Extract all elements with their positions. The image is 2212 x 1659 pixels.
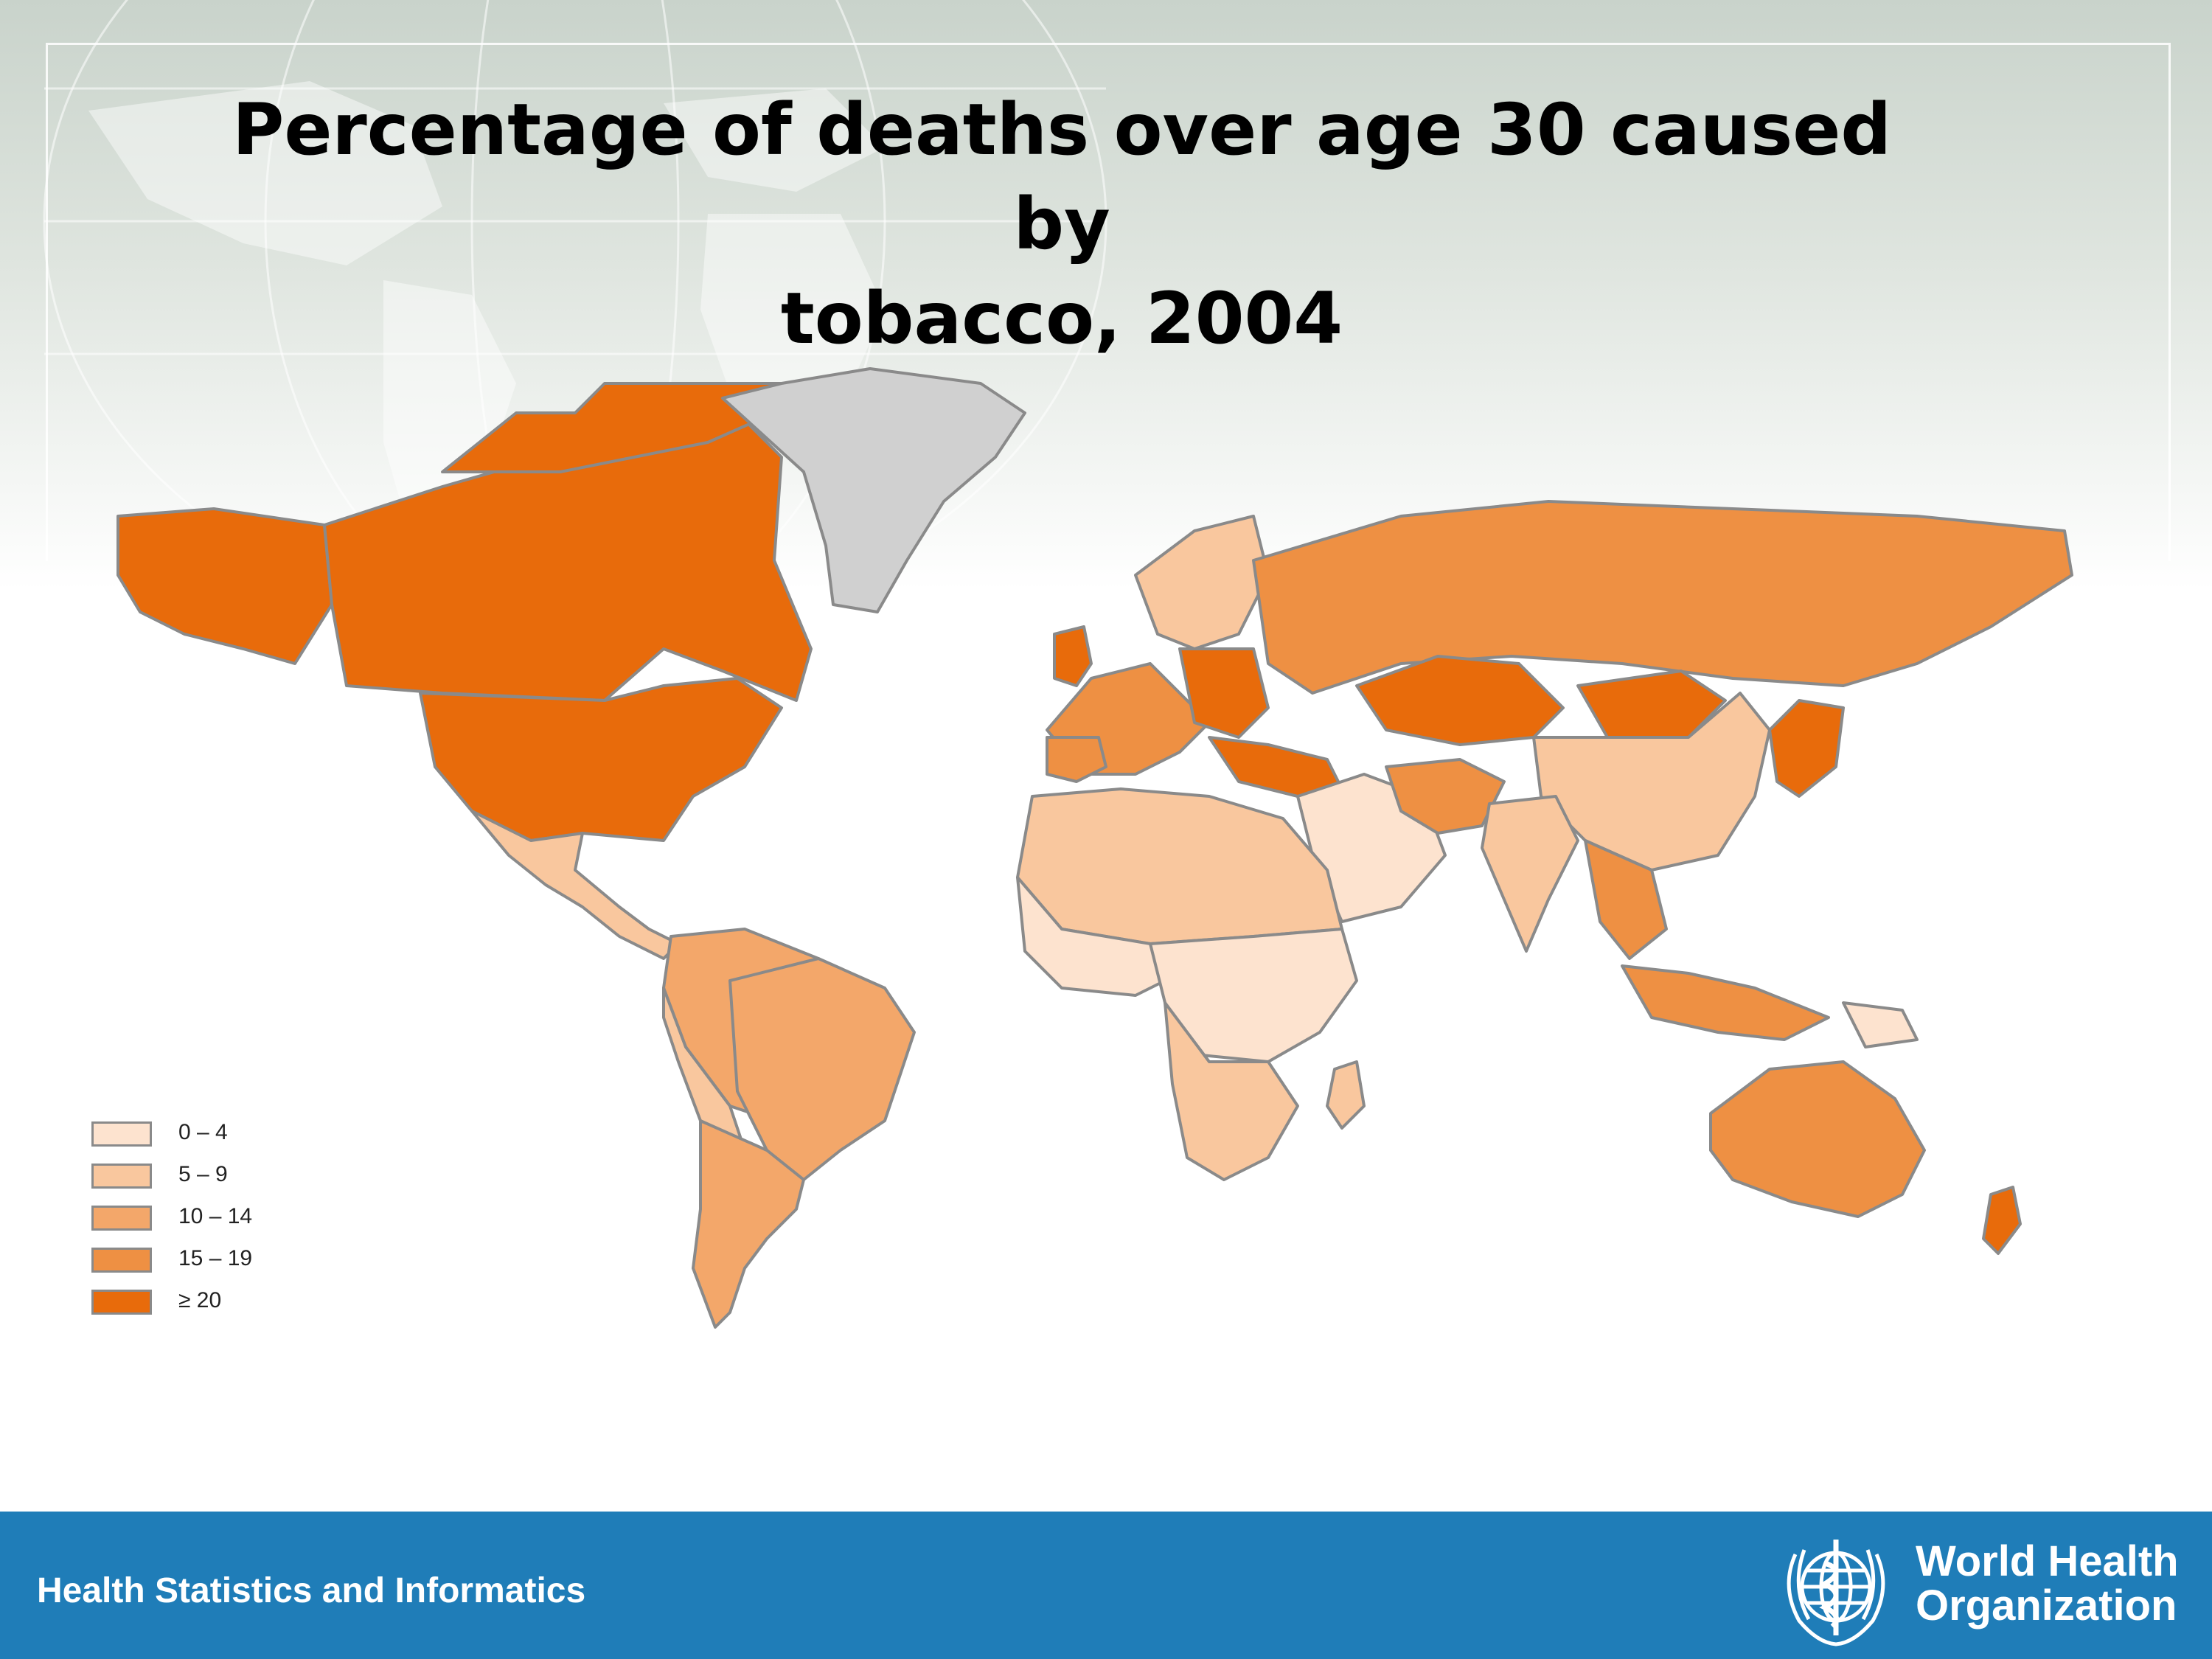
- region-british-isles: [1053, 625, 1093, 687]
- who-emblem-icon: [1787, 1540, 1885, 1646]
- region-arctic-islands: [441, 382, 783, 473]
- region-russia: [1252, 500, 2073, 695]
- region-greenland: [721, 367, 1026, 613]
- region-kazakhstan: [1355, 655, 1565, 746]
- background-frame: [46, 43, 2171, 561]
- legend-item: ≥ 20: [91, 1285, 386, 1327]
- region-southeast-asia: [1584, 839, 1668, 960]
- region-iberia: [1046, 736, 1107, 783]
- legend-swatch: [91, 1290, 152, 1315]
- region-new-zealand: [1982, 1186, 2022, 1255]
- region-north-africa: [1016, 787, 1343, 945]
- region-west-africa: [1016, 876, 1181, 997]
- region-indonesia: [1621, 964, 1830, 1041]
- region-australia: [1709, 1060, 1926, 1218]
- region-scandinavia: [1134, 515, 1270, 650]
- region-mongolia: [1576, 669, 1727, 739]
- legend-swatch: [91, 1206, 152, 1231]
- region-alaska: [116, 507, 333, 665]
- legend-swatch: [91, 1121, 152, 1147]
- legend-label: 5 – 9: [178, 1162, 228, 1186]
- map-legend: 0 – 4 5 – 9 10 – 14 15 – 19 ≥ 20: [91, 1117, 386, 1327]
- legend-item: 5 – 9: [91, 1159, 386, 1201]
- legend-label: ≥ 20: [178, 1288, 222, 1312]
- region-eastern-europe: [1178, 647, 1270, 739]
- region-southern-africa: [1164, 1001, 1299, 1181]
- region-brazil: [728, 957, 916, 1181]
- legend-item: 15 – 19: [91, 1243, 386, 1285]
- legend-label: 0 – 4: [178, 1120, 228, 1144]
- region-korea-japan: [1768, 699, 1845, 798]
- legend-swatch: [91, 1248, 152, 1273]
- legend-item: 0 – 4: [91, 1117, 386, 1159]
- region-madagascar: [1326, 1060, 1366, 1130]
- map-title: Percentage of deaths over age 30 caused …: [232, 88, 1892, 360]
- legend-swatch: [91, 1164, 152, 1189]
- region-india: [1481, 795, 1579, 953]
- background-gradient: [0, 0, 2212, 590]
- region-southern-cone: [692, 1119, 805, 1329]
- who-organization-name: World Health Organization: [1916, 1537, 2179, 1630]
- region-papua: [1842, 1001, 1919, 1048]
- footer-text: Health Statistics and Informatics: [37, 1571, 586, 1610]
- region-iran-afghanistan: [1385, 758, 1506, 835]
- legend-label: 10 – 14: [178, 1204, 253, 1228]
- legend-label: 15 – 19: [178, 1246, 253, 1270]
- legend-item: 10 – 14: [91, 1201, 386, 1243]
